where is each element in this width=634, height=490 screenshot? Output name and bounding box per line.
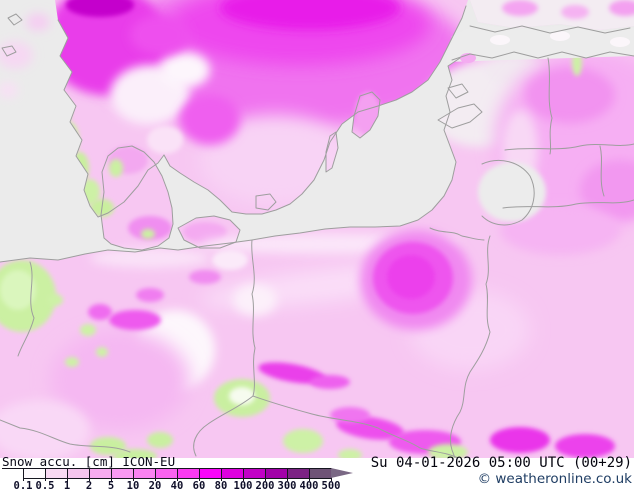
colorbar-cell	[46, 469, 68, 478]
colorbar-cell	[200, 469, 222, 478]
colorbar-tick-label: 5	[107, 479, 115, 490]
colorbar-tick-label: 0.5	[35, 479, 55, 490]
colorbar-cell	[266, 469, 288, 478]
colorbar-cell	[178, 469, 200, 478]
colorbar-cell	[310, 469, 331, 478]
forecast-datetime: Su 04-01-2026 05:00 UTC (00+29)	[370, 455, 632, 471]
colorbar-tick-label: 20	[148, 479, 162, 490]
colorbar-tick-label: 1	[63, 479, 71, 490]
colorbar-tick	[111, 479, 112, 481]
colorbar-cell	[156, 469, 178, 478]
map-canvas	[0, 0, 634, 459]
coastlines-and-borders	[0, 5, 634, 459]
colorbar-tick-label: 500	[321, 479, 341, 490]
colorbar-tick-label: 0.1	[13, 479, 33, 490]
colorbar-tick-label: 60	[192, 479, 206, 490]
colorbar-cell	[288, 469, 310, 478]
colorbar-tick	[243, 479, 244, 481]
colorbar-tick-label: 200	[255, 479, 275, 490]
colorbar	[23, 468, 332, 479]
colorbar-tick-label: 100	[233, 479, 253, 490]
colorbar-tick	[177, 479, 178, 481]
colorbar-tick-label: 40	[170, 479, 184, 490]
gulfs	[0, 13, 634, 222]
colorbar-cell	[24, 469, 46, 478]
copyright: © weatheronline.co.uk	[477, 471, 632, 487]
colorbar-cell	[244, 469, 266, 478]
colorbar-tick	[199, 479, 200, 481]
colorbar-tick	[155, 479, 156, 481]
colorbar-tick	[45, 479, 46, 481]
colorbar-tick	[67, 479, 68, 481]
colorbar-arrow	[331, 468, 353, 478]
colorbar-tick-label: 400	[299, 479, 319, 490]
colorbar-cell	[222, 469, 244, 478]
snow-accumulation-map	[0, 0, 634, 459]
colorbar-tick-label: 300	[277, 479, 297, 490]
colorbar-tick-label: 10	[126, 479, 140, 490]
legend-title: Snow accu. [cm] ICON-EU	[2, 454, 178, 469]
colorbar-tick	[287, 479, 288, 481]
colorbar-tick	[23, 479, 24, 481]
colorbar-tick	[221, 479, 222, 481]
colorbar-tick	[89, 479, 90, 481]
colorbar-cell	[68, 469, 90, 478]
legend-footer: Snow accu. [cm] ICON-EU 0.1 0.5 1 2 5 10 20 40 6…	[0, 454, 634, 490]
colorbar-tick	[133, 479, 134, 481]
colorbar-tick-label: 2	[85, 479, 93, 490]
colorbar-cell	[90, 469, 112, 478]
colorbar-cell	[112, 469, 134, 478]
colorbar-tick	[309, 479, 310, 481]
colorbar-tick-label: 80	[214, 479, 228, 490]
colorbar-tick	[331, 479, 332, 481]
colorbar-cell	[134, 469, 156, 478]
colorbar-tick	[265, 479, 266, 481]
